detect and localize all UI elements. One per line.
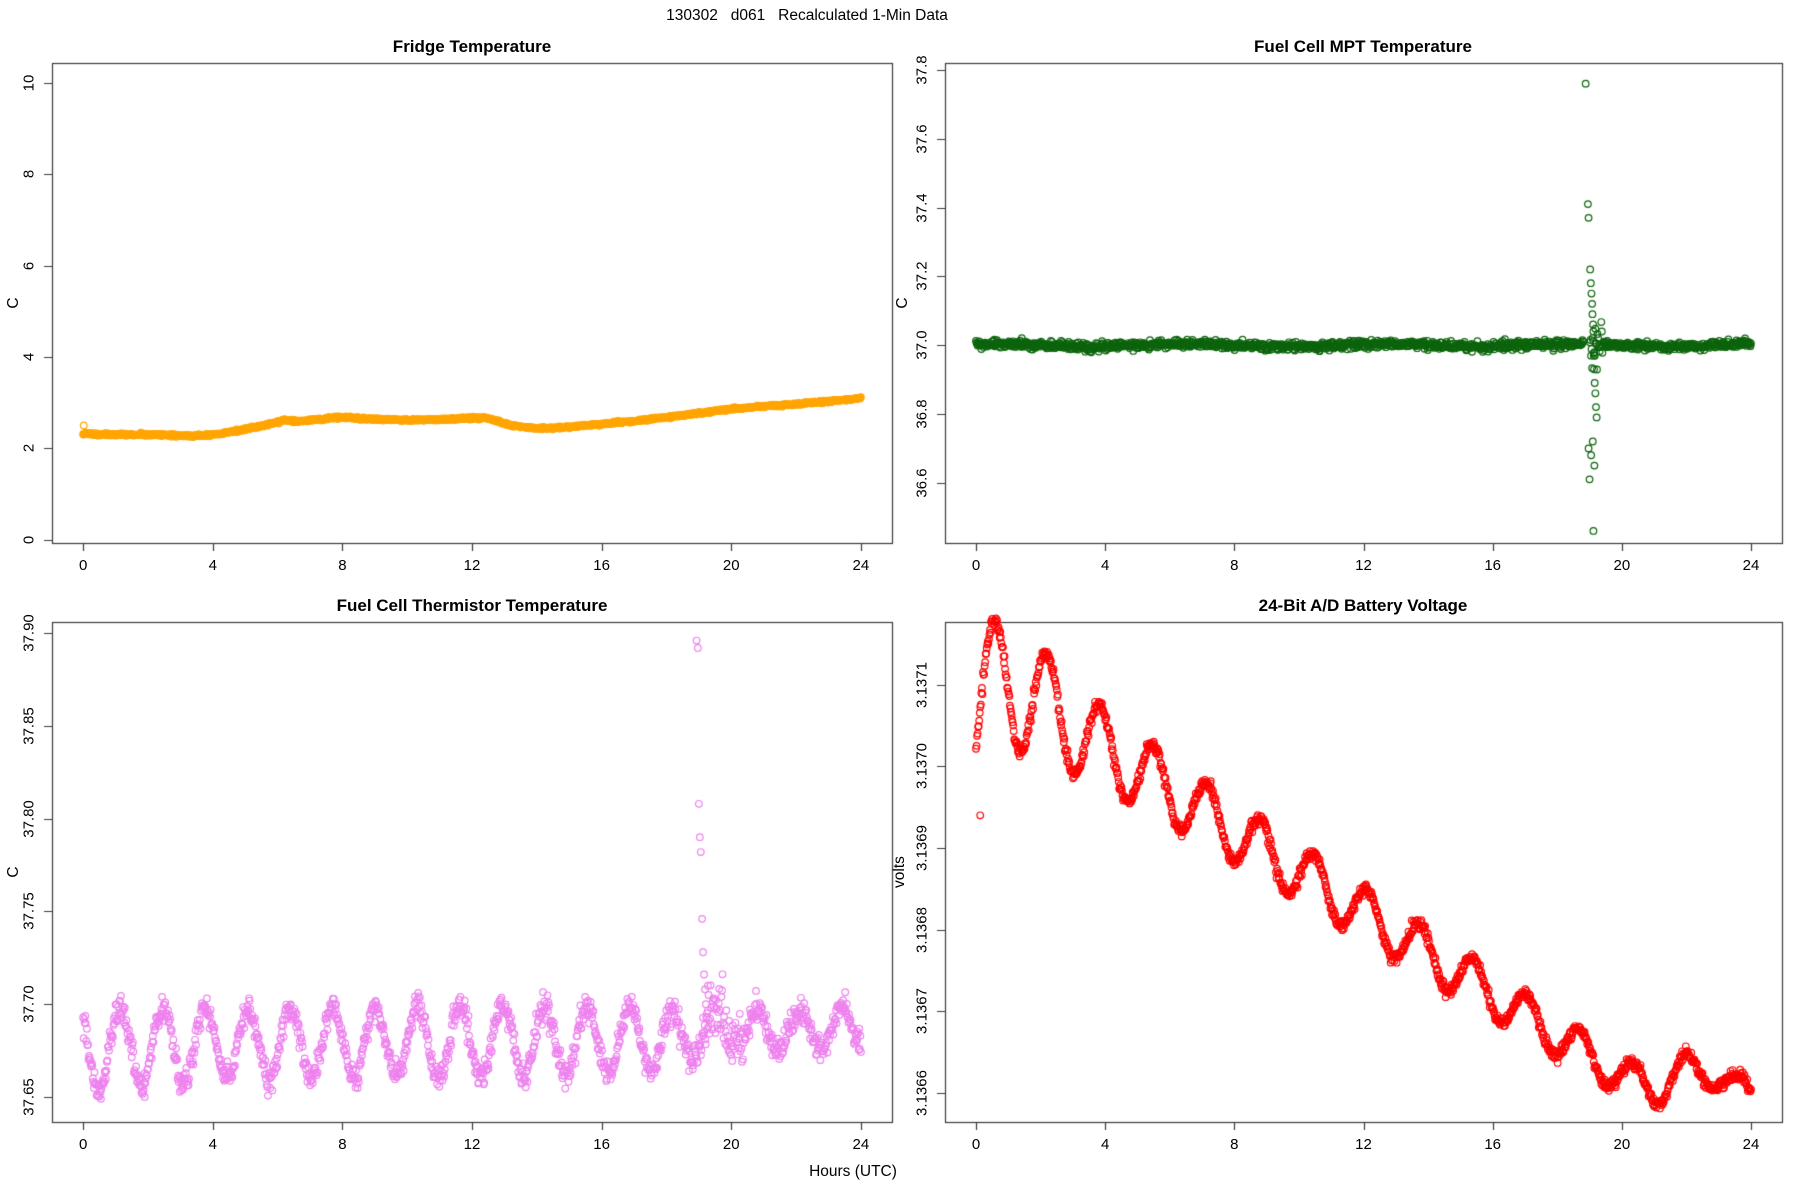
y-tick-label: 37.70 <box>20 985 38 1023</box>
plot-title-fridge-temperature: Fridge Temperature <box>392 37 552 56</box>
x-tick-label: 8 <box>338 557 347 574</box>
x-tick-label: 0 <box>78 557 88 574</box>
y-tick-label: 3.1370 <box>913 743 931 790</box>
x-tick-label: 24 <box>852 557 870 574</box>
x-tick-label: 0 <box>971 557 981 574</box>
y-tick-label: 8 <box>20 169 38 179</box>
y-tick-label: 36.8 <box>913 399 931 429</box>
x-tick-label: 8 <box>1230 1136 1239 1153</box>
x-tick-label: 16 <box>593 557 610 574</box>
y-tick-label: 2 <box>20 444 38 453</box>
x-tick-label: 4 <box>208 1136 217 1153</box>
x-tick-label: 4 <box>208 557 217 574</box>
x-tick-label: 16 <box>593 1136 610 1153</box>
x-tick-label: 4 <box>1100 1136 1110 1153</box>
y-tick-label: 3.1368 <box>913 906 931 953</box>
x-tick-label: 12 <box>1355 557 1372 574</box>
x-tick-label: 20 <box>1613 557 1631 574</box>
x-tick-label: 16 <box>1484 1136 1501 1153</box>
x-tick-label: 24 <box>852 1136 870 1153</box>
x-tick-label: 0 <box>971 1136 981 1153</box>
x-axis-label-hours-utc: Hours (UTC) <box>809 1163 897 1180</box>
x-tick-label: 8 <box>338 1136 347 1153</box>
x-tick-label: 0 <box>78 1136 88 1153</box>
x-tick-label: 12 <box>1355 1136 1372 1153</box>
y-tick-label: 3.1367 <box>913 988 931 1035</box>
y-tick-label: 4 <box>20 352 38 362</box>
plot-title-fuel-cell-thermistor-temperature: Fuel Cell Thermistor Temperature <box>336 596 608 615</box>
plot-title-battery-voltage: 24-Bit A/D Battery Voltage <box>1258 596 1468 615</box>
x-tick-label: 12 <box>463 1136 481 1153</box>
y-tick-label: 3.1366 <box>913 1069 931 1116</box>
figure-main-title: 130302 d061 Recalculated 1-Min Data <box>666 7 948 24</box>
y-axis-label-fridge: C <box>5 297 22 309</box>
plot-title-fuel-cell-mpt-temperature: Fuel Cell MPT Temperature <box>1254 37 1472 56</box>
x-tick-label: 24 <box>1742 557 1760 574</box>
y-tick-label: 37.0 <box>913 330 931 360</box>
y-tick-label: 10 <box>20 74 38 91</box>
y-axis-label-battery: volts <box>891 856 908 888</box>
y-tick-label: 37.6 <box>913 124 931 154</box>
x-tick-label: 24 <box>1742 1136 1760 1153</box>
x-tick-label: 20 <box>1613 1136 1631 1153</box>
y-tick-label: 37.85 <box>20 707 38 745</box>
y-tick-label: 37.90 <box>20 614 38 652</box>
y-tick-label: 37.80 <box>20 799 38 838</box>
y-tick-label: 6 <box>20 261 38 270</box>
y-tick-label: 0 <box>20 535 38 544</box>
x-tick-label: 20 <box>722 1136 740 1153</box>
x-tick-label: 20 <box>722 557 740 574</box>
y-tick-label: 37.75 <box>20 892 38 931</box>
y-tick-label: 3.1369 <box>913 824 931 871</box>
y-tick-label: 37.8 <box>913 55 931 85</box>
y-tick-label: 37.4 <box>913 192 931 223</box>
x-tick-label: 16 <box>1484 557 1501 574</box>
y-tick-label: 3.1371 <box>913 661 931 708</box>
y-tick-label: 37.2 <box>913 261 931 291</box>
x-tick-label: 12 <box>463 557 481 574</box>
y-axis-label-thermistor: C <box>5 866 22 878</box>
y-axis-label-mpt: C <box>894 297 911 309</box>
y-tick-label: 37.65 <box>20 1078 38 1116</box>
y-tick-label: 36.6 <box>913 468 931 498</box>
x-tick-label: 4 <box>1100 557 1110 574</box>
x-tick-label: 8 <box>1230 557 1239 574</box>
